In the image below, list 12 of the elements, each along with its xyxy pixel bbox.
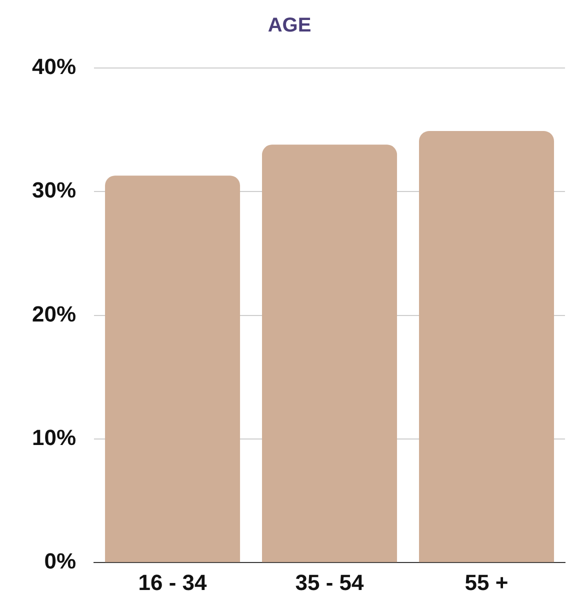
bar	[105, 176, 240, 562]
y-tick-label: 40%	[32, 54, 76, 80]
y-tick-label: 20%	[32, 301, 76, 326]
bar	[262, 144, 398, 562]
y-tick-label: 30%	[32, 178, 76, 203]
x-tick-label: 16 - 34	[138, 570, 208, 595]
x-tick-label: 35 - 54	[295, 570, 365, 595]
y-tick-label: 10%	[32, 425, 76, 450]
y-tick-label: 0%	[44, 548, 76, 574]
x-tick-label: 55 +	[464, 570, 508, 595]
bar	[419, 131, 554, 562]
chart-title: AGE	[268, 14, 312, 37]
